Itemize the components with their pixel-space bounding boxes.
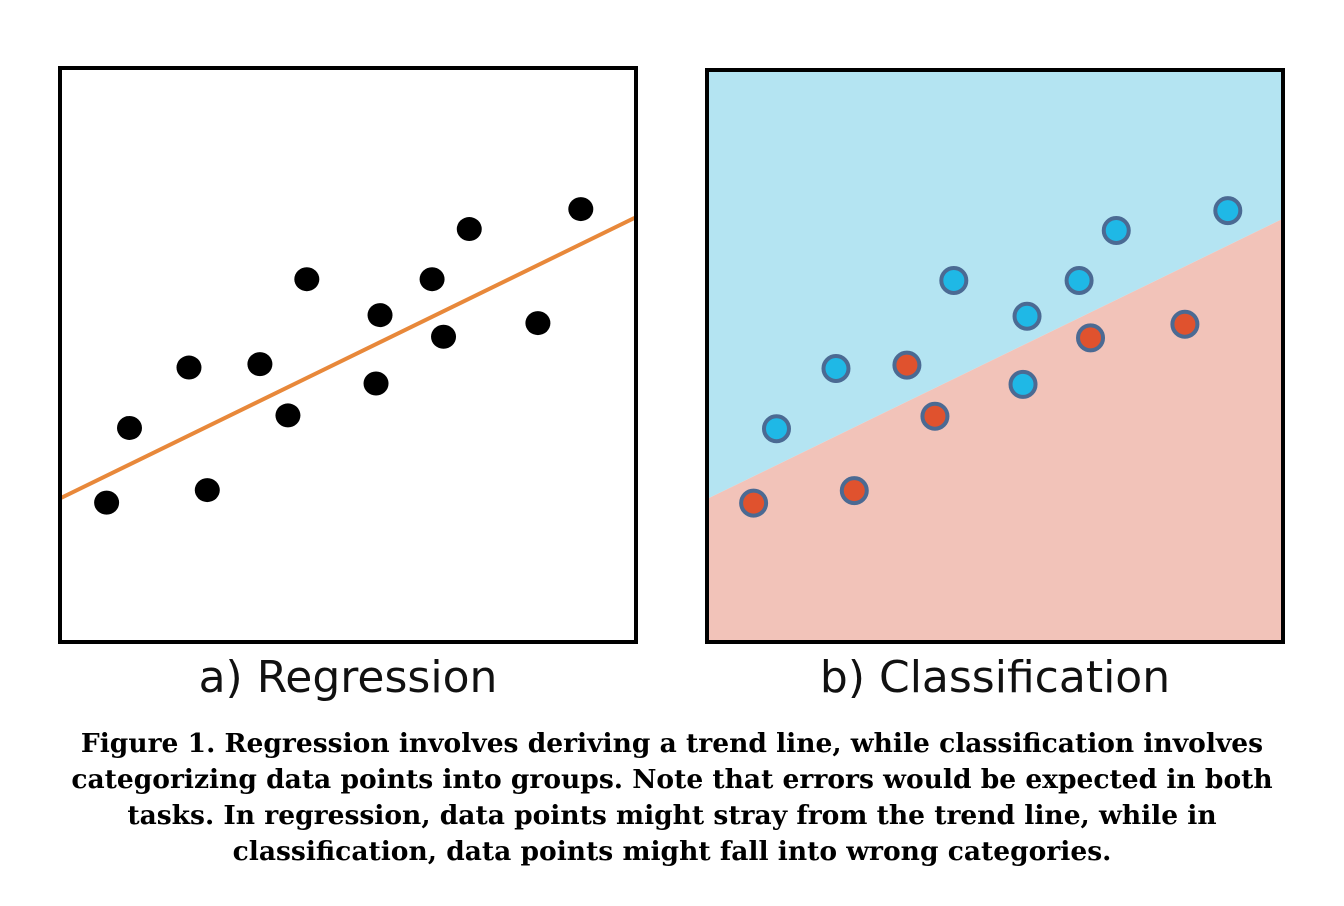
classification-panel: [705, 68, 1285, 644]
classification-plot: [709, 72, 1281, 640]
classification-point-red-11: [1076, 323, 1106, 353]
classification-point-red-1: [739, 488, 769, 518]
regression-point-13: [525, 311, 551, 336]
regression-point-3: [176, 355, 202, 380]
regression-point-8: [363, 371, 389, 396]
regression-point-6: [275, 403, 301, 428]
classification-label: b) Classification: [819, 652, 1171, 703]
regression-point-14: [568, 197, 594, 222]
regression-point-10: [419, 267, 445, 292]
classification-point-red-6: [920, 401, 950, 431]
regression-point-2: [116, 415, 142, 440]
lower-region: [709, 219, 1281, 640]
regression-point-1: [94, 490, 120, 515]
regression-point-7: [294, 267, 320, 292]
classification-point-blue-9: [1012, 301, 1042, 331]
classification-point-red-13: [1170, 309, 1200, 339]
regression-point-5: [247, 352, 273, 377]
classification-point-blue-2: [761, 414, 791, 444]
regression-panel: [58, 66, 638, 644]
classification-point-red-4: [839, 476, 869, 506]
regression-label: a) Regression: [198, 652, 498, 703]
regression-plot: [62, 197, 634, 515]
classification-point-blue-7: [939, 265, 969, 295]
classification-point-blue-14: [1213, 196, 1243, 226]
regression-point-4: [194, 478, 220, 503]
regression-point-12: [456, 217, 482, 242]
regression-point-9: [367, 303, 393, 328]
classification-point-blue-8: [1008, 369, 1038, 399]
classification-point-blue-3: [821, 353, 851, 383]
trend-line: [62, 216, 634, 500]
classification-point-red-5: [892, 350, 922, 380]
classification-point-blue-12: [1101, 215, 1131, 245]
regression-point-11: [431, 324, 457, 349]
classification-point-blue-10: [1064, 265, 1094, 295]
figure-caption: Figure 1. Regression involves deriving a…: [71, 728, 1273, 867]
upper-region: [709, 72, 1281, 498]
